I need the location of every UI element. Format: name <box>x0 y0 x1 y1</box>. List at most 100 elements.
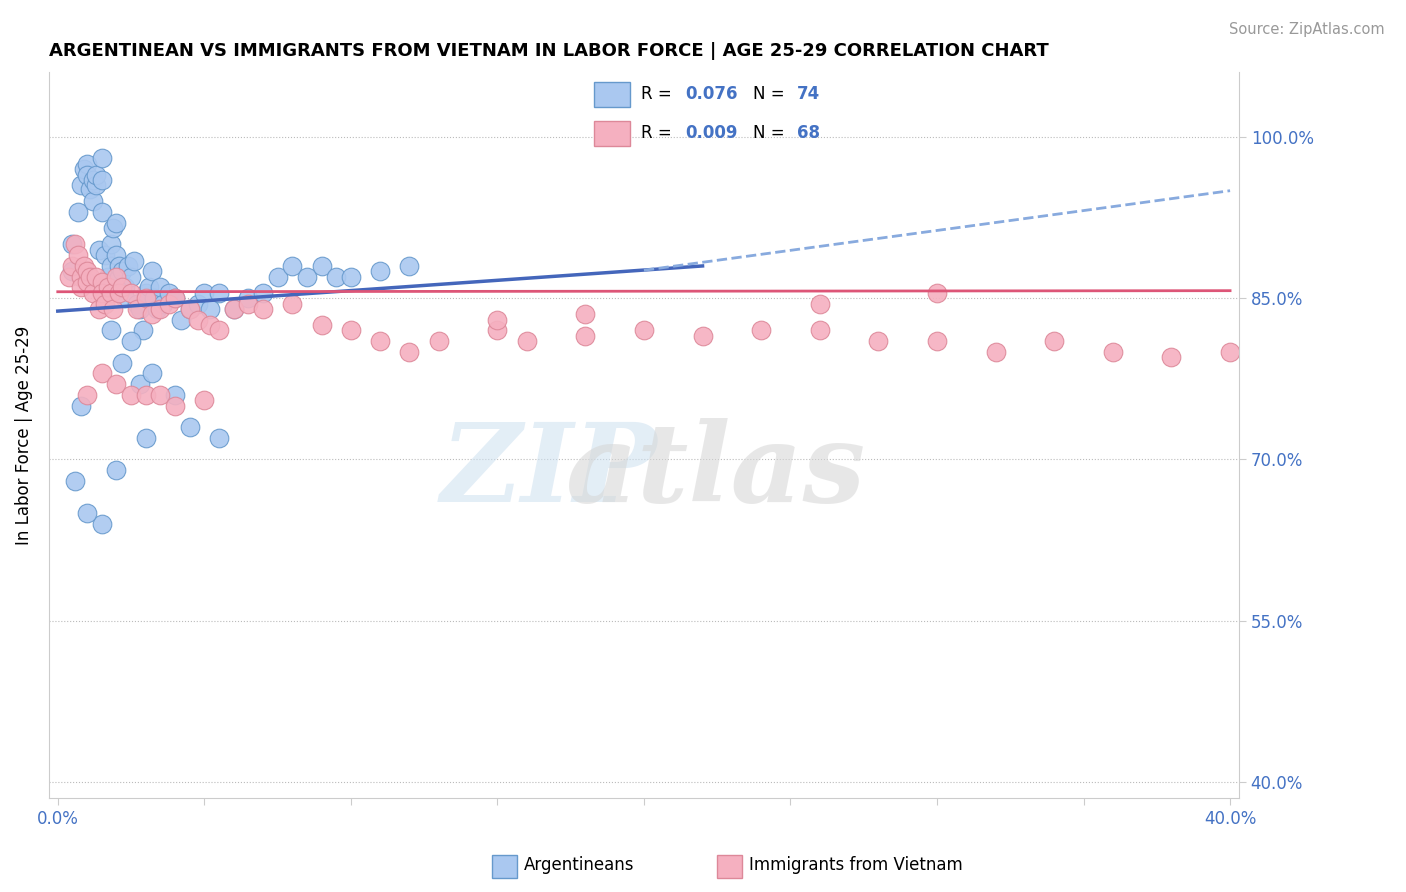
Point <box>146 301 169 316</box>
Point <box>76 275 98 289</box>
Point <box>1160 351 1182 365</box>
Point <box>122 253 145 268</box>
Point <box>62 264 84 278</box>
Point <box>65 237 87 252</box>
Point <box>128 301 150 316</box>
Point <box>252 285 274 300</box>
Point <box>58 269 80 284</box>
Point <box>749 323 772 337</box>
Point <box>398 345 420 359</box>
Point <box>70 178 93 193</box>
Point <box>170 312 193 326</box>
Point <box>93 248 115 262</box>
Point <box>111 356 134 370</box>
Point <box>868 334 890 349</box>
Point <box>114 280 136 294</box>
Point <box>120 334 142 349</box>
Point <box>73 259 96 273</box>
Point <box>84 168 107 182</box>
Point <box>187 312 209 326</box>
Point <box>76 506 98 520</box>
Point <box>138 280 160 294</box>
Point <box>157 296 180 310</box>
Point <box>117 259 139 273</box>
Point <box>633 323 655 337</box>
Point <box>311 259 333 273</box>
Point <box>90 285 112 300</box>
Point <box>340 269 363 284</box>
Point <box>100 237 122 252</box>
Point <box>198 318 221 332</box>
Text: Source: ZipAtlas.com: Source: ZipAtlas.com <box>1229 22 1385 37</box>
Point <box>76 157 98 171</box>
Point <box>84 178 107 193</box>
Point <box>208 323 231 337</box>
Point <box>340 323 363 337</box>
Point <box>62 237 84 252</box>
Point <box>193 285 215 300</box>
Point <box>105 377 128 392</box>
Text: R =: R = <box>641 86 678 103</box>
Point <box>252 301 274 316</box>
Point <box>90 516 112 531</box>
Point <box>90 367 112 381</box>
Text: 74: 74 <box>797 86 821 103</box>
Point <box>149 301 172 316</box>
Point <box>368 334 391 349</box>
Point <box>398 259 420 273</box>
Point <box>108 285 131 300</box>
Point <box>125 301 148 316</box>
Point <box>179 301 201 316</box>
Point <box>574 307 596 321</box>
Point <box>692 328 714 343</box>
Point <box>100 259 122 273</box>
Text: atlas: atlas <box>565 417 866 525</box>
Point <box>114 291 136 305</box>
Point <box>925 285 948 300</box>
FancyBboxPatch shape <box>595 81 630 107</box>
Point <box>90 152 112 166</box>
Point <box>108 259 131 273</box>
Point <box>87 301 110 316</box>
Point <box>141 264 163 278</box>
Point <box>70 399 93 413</box>
Point <box>141 367 163 381</box>
Point <box>368 264 391 278</box>
Point <box>82 173 104 187</box>
Point <box>108 269 131 284</box>
Point <box>128 377 150 392</box>
Point <box>105 269 128 284</box>
Point <box>103 301 125 316</box>
Point <box>152 296 174 310</box>
Point <box>111 280 134 294</box>
Text: 0.076: 0.076 <box>685 86 737 103</box>
Point <box>141 307 163 321</box>
Point <box>103 221 125 235</box>
Point <box>67 205 90 219</box>
Text: ZIP: ZIP <box>440 417 657 525</box>
Point <box>97 280 120 294</box>
Point <box>100 285 122 300</box>
Point <box>808 323 831 337</box>
Point <box>76 388 98 402</box>
Point <box>427 334 450 349</box>
Text: Immigrants from Vietnam: Immigrants from Vietnam <box>748 856 963 874</box>
Point <box>1043 334 1066 349</box>
Point <box>295 269 318 284</box>
Point <box>82 285 104 300</box>
Point <box>125 296 148 310</box>
Point <box>84 269 107 284</box>
Text: Argentineans: Argentineans <box>524 856 634 874</box>
Text: N =: N = <box>754 86 790 103</box>
Point <box>132 323 155 337</box>
Point <box>808 296 831 310</box>
Point <box>163 399 186 413</box>
Point <box>135 431 157 445</box>
Point <box>120 269 142 284</box>
Point <box>163 388 186 402</box>
Point <box>187 296 209 310</box>
Point <box>179 420 201 434</box>
Point <box>120 285 142 300</box>
Point <box>135 388 157 402</box>
Point <box>93 296 115 310</box>
